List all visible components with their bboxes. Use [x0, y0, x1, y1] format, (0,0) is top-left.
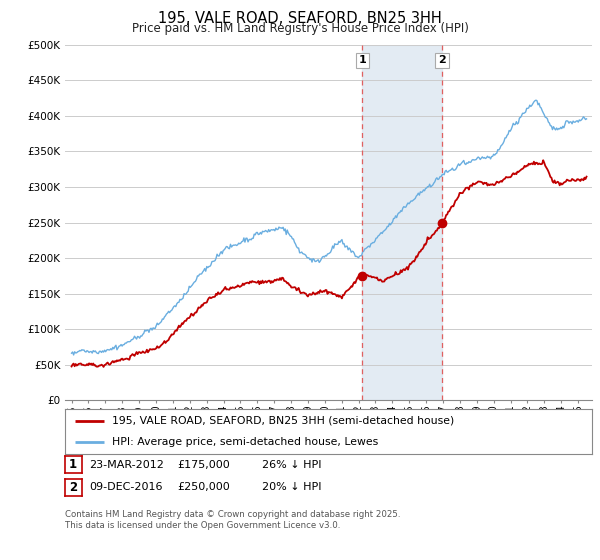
Text: HPI: Average price, semi-detached house, Lewes: HPI: Average price, semi-detached house,… [112, 436, 379, 446]
Text: 23-MAR-2012: 23-MAR-2012 [89, 460, 164, 470]
Bar [362, 45, 442, 400]
Text: 195, VALE ROAD, SEAFORD, BN25 3HH: 195, VALE ROAD, SEAFORD, BN25 3HH [158, 11, 442, 26]
Text: 195, VALE ROAD, SEAFORD, BN25 3HH (semi-detached house): 195, VALE ROAD, SEAFORD, BN25 3HH (semi-… [112, 416, 454, 426]
Text: 2: 2 [69, 480, 77, 494]
Text: Contains HM Land Registry data © Crown copyright and database right 2025.
This d: Contains HM Land Registry data © Crown c… [65, 510, 400, 530]
Text: 20% ↓ HPI: 20% ↓ HPI [262, 482, 321, 492]
Text: £250,000: £250,000 [178, 482, 230, 492]
Text: 26% ↓ HPI: 26% ↓ HPI [262, 460, 321, 470]
Text: 2: 2 [438, 55, 446, 66]
Text: 1: 1 [69, 458, 77, 472]
Text: Price paid vs. HM Land Registry's House Price Index (HPI): Price paid vs. HM Land Registry's House … [131, 22, 469, 35]
Text: 1: 1 [358, 55, 366, 66]
Text: £175,000: £175,000 [178, 460, 230, 470]
Text: 09-DEC-2016: 09-DEC-2016 [89, 482, 162, 492]
